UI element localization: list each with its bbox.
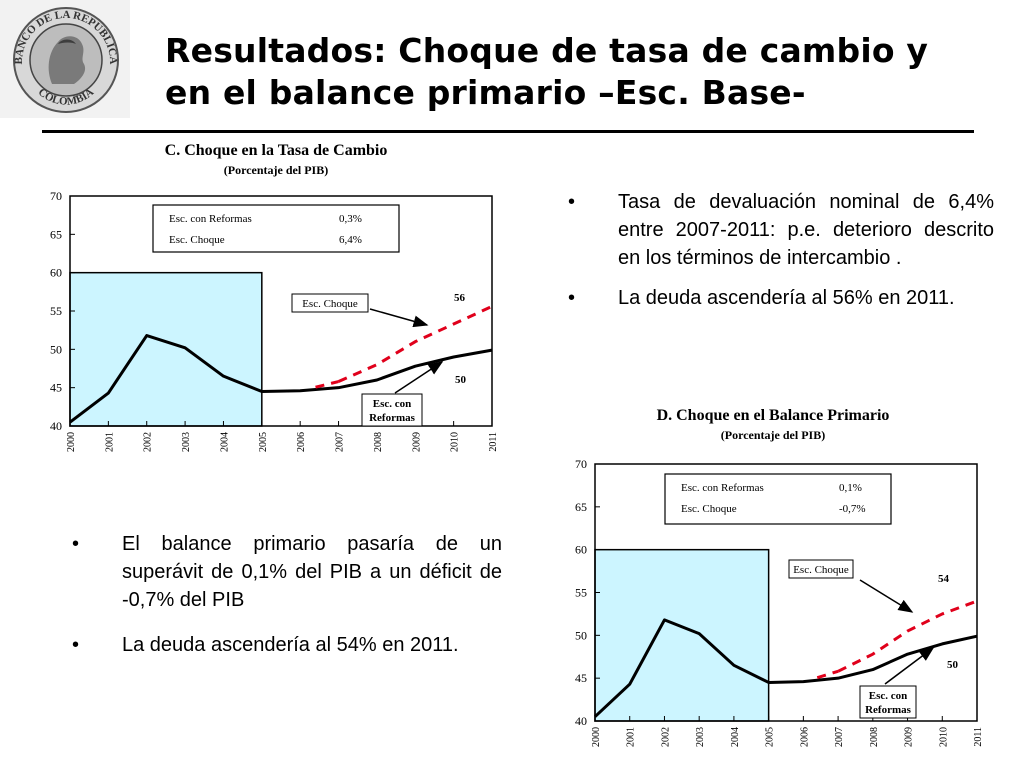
reformas-label-line1: Esc. con [869,690,908,702]
end-value-reformas: 50 [455,374,467,386]
x-tick-label: 2005 [258,432,269,452]
choque-arrow [859,579,914,613]
reformas-arrow [394,361,444,394]
y-tick-label: 70 [575,457,587,471]
choque-label: Esc. Choque [302,298,358,310]
y-tick-label: 40 [50,419,62,433]
reformas-label-line1: Esc. con [373,398,412,410]
table-row-label: Esc. Choque [681,503,737,515]
reformas-arrow [884,647,935,685]
scenario-table [152,204,400,253]
x-tick-label: 2010 [450,432,461,452]
banco-republica-logo: BANCO DE LA REPUBLICA COLOMBIA [0,0,130,118]
bullets-bottom: El balance primario pasaría de un superá… [72,530,502,676]
reformas-label-box [859,685,917,719]
series-line-choque-start [816,669,839,680]
x-tick-label: 2007 [834,727,845,747]
chart-primary-balance-shock: D. Choque en el Balance Primario (Porcent… [555,400,995,768]
y-tick-label: 45 [575,671,587,685]
x-tick-label: 2009 [411,432,422,452]
x-tick-label: 2003 [695,727,706,747]
x-tick-label: 2008 [869,727,880,747]
y-tick-label: 55 [575,586,587,600]
series-line-choque-start [315,380,339,389]
y-tick-label: 60 [575,543,587,557]
y-tick-label: 70 [50,189,62,203]
chart-c-svg: C. Choque en la Tasa de Cambio (Porcentaj… [50,142,499,452]
title-divider [42,130,974,133]
table-row-label: Esc. con Reformas [681,482,764,494]
choque-label: Esc. Choque [793,564,849,576]
x-tick-label: 2010 [938,727,949,747]
reformas-label-line2: Reformas [865,704,912,716]
seal-graphic: BANCO DE LA REPUBLICA COLOMBIA [0,0,130,118]
bullet-devaluation: Tasa de devaluación nominal de 6,4% entr… [568,188,994,272]
table-row-label: Esc. con Reformas [169,213,252,225]
reformas-label-box [361,393,423,427]
series-line-reformas [69,334,493,424]
historical-shade [69,271,263,427]
x-tick-label: 2003 [181,432,192,452]
bullet-primary-balance: El balance primario pasaría de un superá… [72,530,502,614]
reformas-label-line2: Reformas [369,412,416,424]
chart-d-svg: D. Choque en el Balance Primario (Porcent… [575,407,984,747]
x-tick-label: 2001 [104,432,115,452]
choque-arrow [369,308,429,328]
x-tick-label: 2011 [973,727,984,747]
x-tick-label: 2001 [626,727,637,747]
series-line-reformas [593,618,978,718]
scenario-table [664,473,892,525]
x-tick-label: 2007 [335,432,346,452]
chart-title: C. Choque en la Tasa de Cambio [165,142,388,159]
y-tick-label: 50 [575,628,587,642]
y-tick-label: 65 [575,500,587,514]
x-tick-label: 2002 [660,727,671,747]
y-tick-label: 60 [50,266,62,280]
table-row-value: 0,1% [839,482,862,494]
x-tick-label: 2000 [591,727,602,747]
y-tick-label: 65 [50,227,62,241]
series-line-choque [837,599,978,673]
x-tick-label: 2002 [143,432,154,452]
end-value-reformas: 50 [947,659,959,671]
historical-shade [594,548,770,722]
y-tick-label: 45 [50,381,62,395]
slide-title: Resultados: Choque de tasa de cambio y e… [165,30,1005,114]
chart-subtitle: (Porcentaje del PIB) [224,163,328,177]
x-tick-label: 2006 [296,432,307,452]
y-tick-label: 55 [50,304,62,318]
table-row-value: 0,3% [339,213,362,225]
end-value-choque: 54 [938,573,950,585]
x-tick-label: 2006 [799,727,810,747]
table-row-label: Esc. Choque [169,234,225,246]
choque-label-box [788,559,854,579]
x-tick-label: 2011 [488,432,499,452]
end-value-choque: 56 [454,292,466,304]
x-tick-label: 2005 [765,727,776,747]
bullet-debt-56: La deuda ascendería al 56% en 2011. [568,284,994,312]
y-tick-label: 50 [50,342,62,356]
table-row-value: -0,7% [839,503,866,515]
bullet-debt-54: La deuda ascendería al 54% en 2011. [72,626,502,664]
x-tick-label: 2000 [66,432,77,452]
title-line-2: en el balance primario –Esc. Base- [165,73,806,112]
x-tick-label: 2004 [730,727,741,747]
chart-title: D. Choque en el Balance Primario [657,407,890,424]
chart-exchange-rate-shock: C. Choque en la Tasa de Cambio (Porcentaj… [30,136,510,466]
x-tick-label: 2004 [219,432,230,452]
series-line-choque [337,305,493,383]
chart-subtitle: (Porcentaje del PIB) [721,428,825,442]
y-tick-label: 40 [575,714,587,728]
bullets-top: Tasa de devaluación nominal de 6,4% entr… [568,188,994,324]
title-line-1: Resultados: Choque de tasa de cambio y [165,31,929,70]
x-tick-label: 2008 [373,432,384,452]
table-row-value: 6,4% [339,234,362,246]
choque-label-box [291,293,369,313]
x-tick-label: 2009 [904,727,915,747]
